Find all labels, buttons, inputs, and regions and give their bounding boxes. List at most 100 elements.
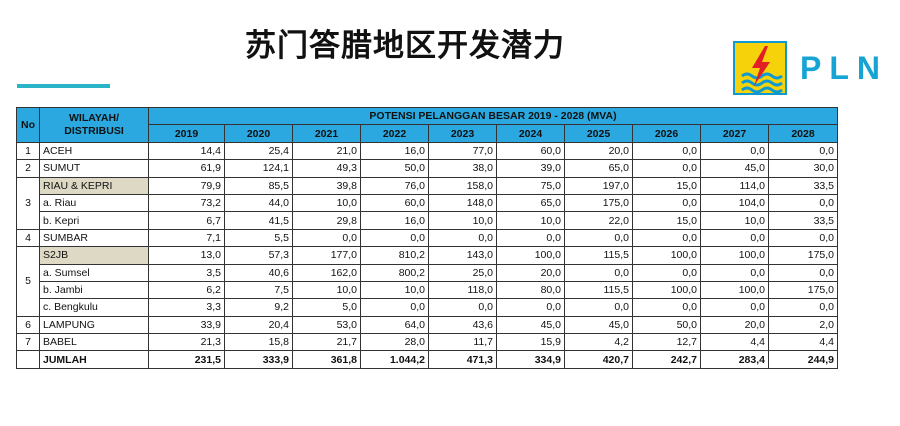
header-year: 2019: [148, 124, 225, 143]
value-cell: 53,0: [292, 315, 361, 335]
value-cell: 65,0: [564, 159, 633, 178]
row-region-name: ACEH: [39, 141, 149, 161]
header-year: 2020: [224, 124, 293, 143]
row-number: 2: [16, 159, 40, 178]
value-cell: 0,0: [360, 298, 429, 317]
header-year: 2024: [496, 124, 565, 143]
value-cell: 7,5: [224, 280, 293, 300]
table-row: b. Kepri 6,7 41,5 29,8 16,0 10,0 10,0 22,0 15,0 1…: [17, 211, 839, 230]
header-year: 2023: [428, 124, 497, 143]
value-cell: 4,2: [564, 333, 633, 352]
value-cell: 73,2: [148, 193, 225, 213]
value-cell: 45,0: [700, 159, 769, 178]
value-cell: 0,0: [428, 298, 497, 317]
table-row: a. Riau 73,2 44,0 10,0 60,0 148,0 65,0 175,0 0,0…: [17, 193, 839, 213]
header-no: No: [16, 107, 40, 143]
value-cell: 33,5: [767, 176, 839, 195]
value-cell: 118,0: [428, 280, 497, 300]
value-cell: 30,0: [767, 159, 839, 178]
value-cell: 0,0: [564, 263, 633, 282]
value-cell: 4,4: [767, 333, 839, 352]
value-cell: 20,0: [564, 141, 633, 161]
value-cell: 0,0: [632, 141, 701, 161]
total-value-cell: 361,8: [292, 350, 361, 369]
row-region-name: SUMUT: [39, 159, 149, 178]
value-cell: 25,0: [428, 263, 497, 282]
value-cell: 2,0: [767, 315, 839, 335]
total-row: JUMLAH 231,5 333,9 361,8 1.044,2 471,3 334,9 42…: [16, 350, 839, 369]
value-cell: 5,0: [292, 298, 361, 317]
value-cell: 0,0: [428, 228, 497, 248]
header-year: 2026: [632, 124, 701, 143]
value-cell: 33,9: [148, 315, 225, 335]
value-cell: 6,7: [148, 211, 225, 230]
value-cell: 38,0: [428, 159, 497, 178]
value-cell: 57,3: [224, 246, 293, 265]
value-cell: 810,2: [360, 246, 429, 265]
row-region-name: a. Sumsel: [39, 263, 149, 282]
value-cell: 20,4: [224, 315, 293, 335]
table-row: b. Jambi 6,2 7,5 10,0 10,0 118,0 80,0 115,5 100,…: [17, 280, 839, 300]
total-value-cell: 1.044,2: [360, 350, 429, 369]
title-accent-line: [17, 84, 110, 88]
header-year: 2022: [360, 124, 429, 143]
value-cell: 0,0: [292, 228, 361, 248]
header-year: 2021: [292, 124, 361, 143]
value-cell: 50,0: [632, 315, 701, 335]
value-cell: 10,0: [292, 280, 361, 300]
value-cell: 148,0: [428, 193, 497, 213]
row-number: 3: [16, 176, 40, 230]
value-cell: 114,0: [700, 176, 769, 195]
value-cell: 61,9: [148, 159, 225, 178]
value-cell: 21,0: [292, 141, 361, 161]
value-cell: 0,0: [700, 263, 769, 282]
value-cell: 0,0: [700, 298, 769, 317]
table-row: 1 ACEH 14,4 25,4 21,0 16,0 77,0 60,0 20,0 0,0 0,0 0…: [16, 141, 839, 161]
value-cell: 40,6: [224, 263, 293, 282]
value-cell: 175,0: [564, 193, 633, 213]
value-cell: 162,0: [292, 263, 361, 282]
table-row: 6 LAMPUNG 33,9 20,4 53,0 64,0 43,6 45,0 45,0 50,0…: [16, 315, 839, 335]
value-cell: 0,0: [632, 298, 701, 317]
header-year: 2027: [700, 124, 769, 143]
header-wilayah: WILAYAH/ DISTRIBUSI: [39, 107, 149, 143]
value-cell: 3,3: [148, 298, 225, 317]
value-cell: 0,0: [700, 141, 769, 161]
table-row: c. Bengkulu 3,3 9,2 5,0 0,0 0,0 0,0 0,0 0,0 0,0 0,…: [17, 298, 839, 317]
value-cell: 0,0: [632, 228, 701, 248]
value-cell: 9,2: [224, 298, 293, 317]
header-wilayah-line2: DISTRIBUSI: [64, 124, 124, 137]
row-number: 7: [16, 333, 40, 352]
value-cell: 0,0: [360, 228, 429, 248]
value-cell: 100,0: [496, 246, 565, 265]
potential-customers-table: No WILAYAH/ DISTRIBUSI POTENSI PELANGGAN…: [16, 106, 839, 369]
value-cell: 5,5: [224, 228, 293, 248]
total-row-number: [16, 350, 40, 369]
value-cell: 77,0: [428, 141, 497, 161]
value-cell: 175,0: [767, 246, 839, 265]
value-cell: 0,0: [767, 263, 839, 282]
total-value-cell: 334,9: [496, 350, 565, 369]
row-region-name: LAMPUNG: [39, 315, 149, 335]
table-row: 3 RIAU & KEPRI 79,9 85,5 39,8 76,0 158,0 75,0 19…: [16, 176, 839, 230]
header-group: POTENSI PELANGGAN BESAR 2019 - 2028 (MVA…: [147, 106, 839, 126]
value-cell: 45,0: [564, 315, 633, 335]
total-value-cell: 471,3: [428, 350, 497, 369]
value-cell: 0,0: [564, 228, 633, 248]
value-cell: 79,9: [148, 176, 225, 195]
row-region-name: c. Bengkulu: [39, 298, 149, 317]
value-cell: 124,1: [224, 159, 293, 178]
value-cell: 100,0: [632, 280, 701, 300]
value-cell: 80,0: [496, 280, 565, 300]
value-cell: 0,0: [496, 228, 565, 248]
value-cell: 15,8: [224, 333, 293, 352]
table-row: 5 S2JB 13,0 57,3 177,0 810,2 143,0 100,0 115,5 10…: [16, 246, 839, 317]
value-cell: 0,0: [564, 298, 633, 317]
value-cell: 100,0: [632, 246, 701, 265]
value-cell: 6,2: [148, 280, 225, 300]
total-label: JUMLAH: [39, 350, 149, 369]
table-row: a. Sumsel 3,5 40,6 162,0 800,2 25,0 20,0 0,0 0,0…: [17, 263, 839, 282]
value-cell: 28,0: [360, 333, 429, 352]
value-cell: 33,5: [767, 211, 839, 230]
value-cell: 0,0: [700, 228, 769, 248]
